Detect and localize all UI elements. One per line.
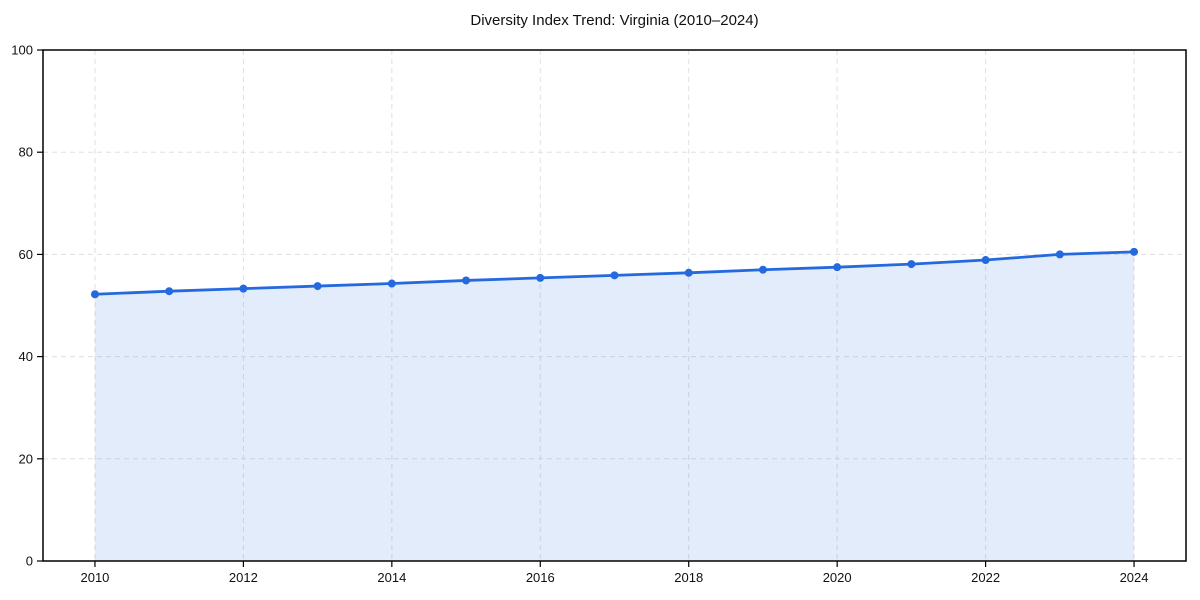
x-tick-label: 2014 [377, 570, 406, 585]
x-tick-label: 2010 [80, 570, 109, 585]
y-tick-label: 80 [19, 145, 33, 160]
y-tick-label: 20 [19, 451, 33, 466]
data-point-markers [90, 247, 1139, 299]
data-point-marker [1130, 247, 1139, 256]
data-point-marker [313, 282, 322, 291]
data-point-marker [90, 290, 99, 299]
x-tick-label: 2018 [674, 570, 703, 585]
data-point-marker [981, 256, 990, 265]
y-tick-label: 100 [11, 43, 33, 58]
data-point-marker [462, 276, 471, 285]
x-tick-label: 2012 [229, 570, 258, 585]
x-tick-label: 2024 [1120, 570, 1149, 585]
x-axis: 2010 2012 2014 2016 2018 2020 2022 2024 [80, 561, 1149, 585]
data-point-marker [907, 260, 916, 269]
data-point-marker [165, 287, 174, 296]
y-tick-label: 60 [19, 247, 33, 262]
x-tick-label: 2022 [971, 570, 1000, 585]
plot-frame [42, 49, 1187, 562]
data-point-marker [758, 265, 767, 274]
x-tick-label: 2020 [823, 570, 852, 585]
data-point-marker [610, 271, 619, 280]
data-point-marker [1055, 250, 1064, 259]
data-point-marker [239, 284, 248, 293]
chart-title: Diversity Index Trend: Virginia (2010–20… [470, 12, 759, 29]
x-tick-label: 2016 [526, 570, 555, 585]
y-axis: 0 20 40 60 80 100 [11, 43, 43, 569]
area-fill [94, 251, 1135, 561]
data-point-marker [684, 268, 693, 277]
y-tick-label: 40 [19, 349, 33, 364]
data-point-marker [387, 279, 396, 288]
y-tick-label: 0 [26, 554, 33, 569]
data-point-marker [536, 273, 545, 282]
data-point-marker [833, 263, 842, 272]
